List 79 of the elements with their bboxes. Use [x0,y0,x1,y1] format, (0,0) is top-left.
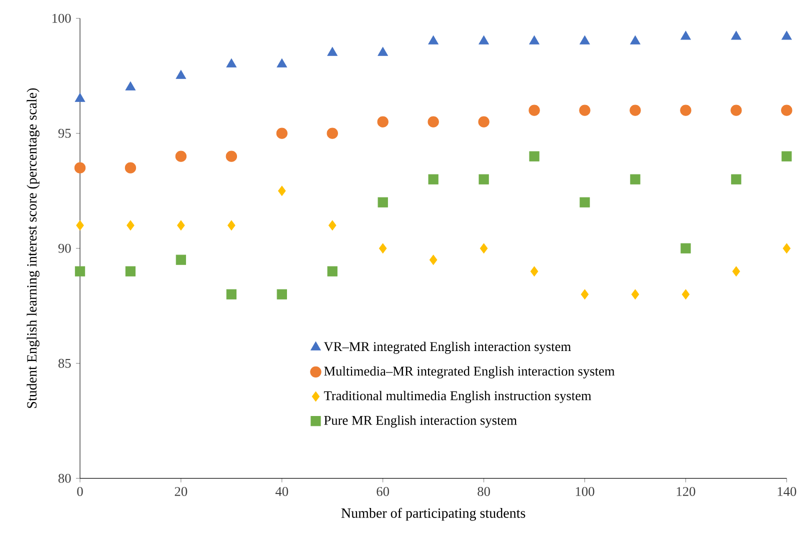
point [428,116,439,128]
x-tick-label: 80 [478,487,490,496]
point [124,162,136,174]
point [731,174,742,184]
point [276,289,287,300]
point [478,35,489,44]
point [680,104,692,116]
point [226,150,238,162]
point [125,81,136,90]
point [74,266,86,276]
legend-label: VR–MR integrated English interaction system [324,342,571,354]
y-tick-label: 85 [58,358,71,368]
point [781,104,792,116]
point [630,174,640,184]
point [327,46,338,56]
point [478,116,490,128]
point [580,289,589,300]
x-tick-label: 140 [778,487,796,496]
x-tick-label: 120 [676,487,696,496]
point [782,30,792,40]
point [530,266,538,276]
point [428,35,438,44]
point [327,266,338,276]
point [175,150,187,162]
point [377,116,388,128]
point [276,128,288,139]
point [732,266,740,276]
point [630,35,640,44]
x-tick-label: 0 [77,487,83,496]
point [126,220,134,230]
point [680,30,691,40]
point [428,174,438,184]
point [176,254,186,265]
x-tick-label: 40 [275,487,288,496]
point [682,289,690,300]
y-tick-label: 100 [52,14,71,23]
x-axis-title: Number of participating students [341,508,526,521]
point [278,186,286,196]
point [326,128,338,139]
point [226,289,237,300]
point [74,162,86,174]
point [176,70,186,79]
point [228,220,236,230]
point [630,104,641,116]
point [378,46,388,56]
point [177,220,185,230]
point [429,254,438,265]
x-tick-label: 100 [576,487,594,496]
point [580,197,590,208]
point [276,58,288,68]
point [378,197,388,208]
y-tick-label: 80 [58,474,71,483]
x-tick-label: 60 [376,487,390,496]
point [226,58,237,68]
point [125,266,136,276]
x-tick-label: 20 [174,487,188,496]
point [76,220,84,230]
y-axis-title: Student English learning interest score (percentage scale) [26,88,40,408]
point [730,104,742,116]
point [378,243,387,254]
point [680,243,691,254]
legend-label: Multimedia–MR integrated English interaction system [324,366,615,378]
legend-label: Pure MR English interaction system [324,415,517,428]
point [579,104,590,116]
point [328,220,336,230]
y-tick-label: 95 [58,128,71,138]
point [631,289,640,300]
point [529,151,540,162]
point [529,35,540,44]
point [478,174,489,184]
legend-label: Traditional multimedia English instruction system [324,390,592,404]
point [480,243,488,254]
point [528,104,540,116]
y-tick-label: 90 [58,244,71,253]
point [782,243,791,254]
point [782,151,792,162]
point [74,92,86,102]
point [731,30,742,40]
point [580,35,590,44]
